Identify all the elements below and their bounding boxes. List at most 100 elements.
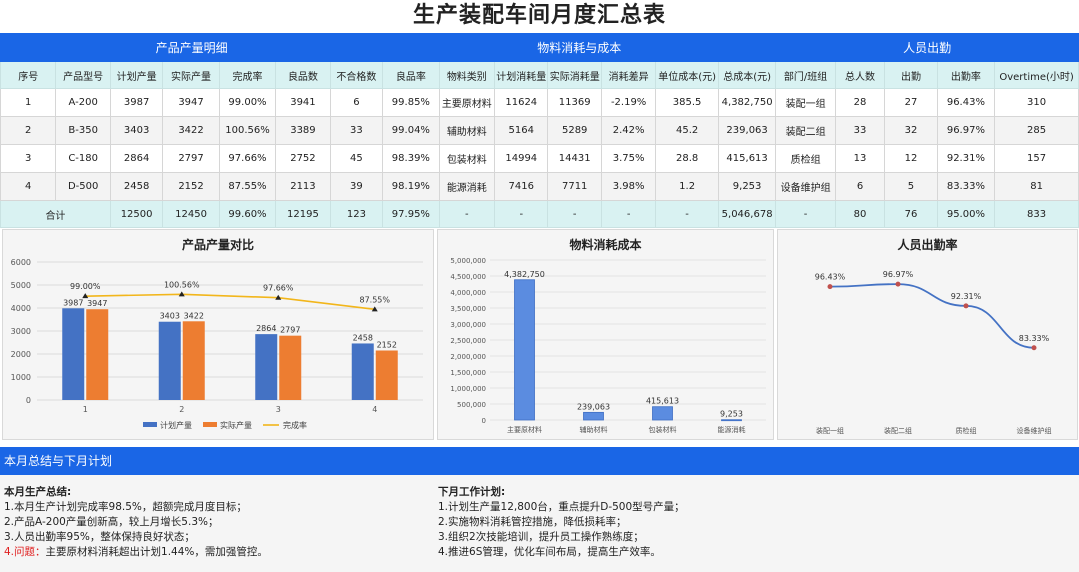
attendance-chart-panel: 人员出勤率 96.43% 装配一组 96.97% 装配二组 92.31% 质检组 83.33… [777, 229, 1078, 440]
table-cell: 83.33% [936, 172, 996, 201]
table-cell: D-500 [55, 172, 111, 201]
x-tick-label: 1 [83, 405, 88, 414]
table-cell: 87.55% [218, 172, 277, 201]
table-cell: 包装材料 [438, 144, 496, 173]
summary-title: 本月生产总结: [4, 486, 72, 498]
total-cell: 12500 [109, 200, 164, 228]
rate-marker [178, 291, 185, 297]
column-header: 总成本(元) [717, 61, 777, 89]
table-cell: 5289 [547, 116, 602, 145]
plan-line: 4.推进6S管理，优化车间布局，提高生产效率。 [438, 546, 661, 558]
column-header: 产品型号 [55, 61, 111, 89]
table-cell: 5 [884, 172, 938, 201]
table-cell: 7711 [547, 172, 602, 201]
rate-line [85, 293, 375, 311]
bar-label: 239,063 [577, 402, 610, 411]
table-cell: 1 [0, 88, 57, 117]
table-row: 1 A-200 3987 3947 99.00% 3941 6 99.85% 主要原材料 1162… [0, 88, 1079, 117]
table-cell: 99.04% [382, 116, 440, 145]
attendance-chart-title: 人员出勤率 [897, 238, 958, 252]
table-cell: 33 [834, 116, 886, 145]
table-cell: 2 [0, 116, 57, 145]
table-cell: 2458 [109, 172, 164, 201]
y-tick-label: 0 [482, 417, 486, 425]
y-tick-label: 2,000,000 [450, 353, 486, 361]
legend-swatch-planned [143, 422, 157, 427]
y-tick-label: 5,000,000 [450, 257, 486, 265]
cost-bar [514, 279, 535, 421]
legend-swatch-actual [203, 422, 217, 427]
legend-label: 计划产量 [160, 420, 192, 430]
y-tick-label: 3,500,000 [450, 305, 486, 313]
material-chart-panel: 物料消耗成本 0 500,000 1,000,000 1,500,000 2,000,0… [437, 229, 774, 440]
bar-label: 3987 [63, 298, 83, 307]
bar-label: 3403 [160, 312, 180, 321]
attendance-label: 96.97% [883, 270, 914, 279]
summary-issue: 4.问题：主要原材料消耗超出计划1.44%，需加强管控。 [4, 545, 268, 560]
table-cell: 4 [0, 172, 57, 201]
column-header: 出勤 [884, 61, 938, 89]
table-cell: 1.2 [655, 172, 719, 201]
table-cell: 45 [329, 144, 384, 173]
attendance-label: 83.33% [1019, 334, 1050, 343]
summary-line: 3.人员出勤率95%，整体保持良好状态； [4, 531, 195, 543]
material-chart: 0 500,000 1,000,000 1,500,000 2,000,000 2,500… [450, 257, 766, 434]
column-header: 实际产量 [162, 61, 220, 89]
attendance-marker [963, 303, 969, 309]
table-cell: 239,063 [717, 116, 777, 145]
table-cell: 9,253 [717, 172, 777, 201]
table-cell: 99.00% [218, 88, 277, 117]
section-attendance: 人员出勤 [775, 33, 1079, 62]
table-cell: 96.97% [936, 116, 996, 145]
production-chart-title: 产品产量对比 [181, 238, 254, 252]
total-cell: 80 [834, 200, 886, 228]
bar-label: 2458 [353, 333, 373, 342]
section-material: 物料消耗与成本 [382, 33, 777, 62]
table-cell: 3947 [162, 88, 220, 117]
header-row: 序号 产品型号 计划产量 实际产量 完成率 良品数 不合格数 良品率 物料类别 计划消耗量 实际消耗… [0, 61, 1079, 89]
section-production: 产品产量明细 [0, 33, 384, 62]
table-cell: 157 [994, 144, 1079, 173]
bar-planned [255, 334, 278, 400]
table-cell: 99.85% [382, 88, 440, 117]
table-cell: 装配二组 [775, 116, 836, 145]
table-cell: 2752 [275, 144, 331, 173]
table-cell: 3.75% [600, 144, 657, 173]
y-tick-label: 5000 [11, 281, 31, 290]
table-cell: 3403 [109, 116, 164, 145]
attendance-label: 96.43% [815, 273, 846, 282]
column-header: 计划产量 [109, 61, 164, 89]
table-cell: 2152 [162, 172, 220, 201]
table-cell: 96.43% [936, 88, 996, 117]
rate-label: 87.55% [359, 295, 390, 304]
table-cell: 12 [884, 144, 938, 173]
table-cell: 39 [329, 172, 384, 201]
bar-label: 2864 [256, 324, 276, 333]
total-cell: - [494, 200, 549, 228]
attendance-label: 92.31% [951, 292, 982, 301]
table-cell: 6 [329, 88, 384, 117]
bar-label: 2152 [377, 341, 397, 350]
x-tick-label: 包装材料 [649, 425, 677, 434]
bar-label: 4,382,750 [504, 270, 545, 279]
table-cell: 11369 [547, 88, 602, 117]
column-header: Overtime(小时) [994, 61, 1079, 89]
bar-planned [158, 321, 181, 400]
rate-marker [371, 306, 378, 312]
x-tick-label: 主要原材料 [507, 425, 542, 434]
x-tick-label: 2 [179, 405, 184, 414]
table-cell: 2864 [109, 144, 164, 173]
bar-planned [351, 343, 374, 400]
rate-label: 97.66% [263, 284, 294, 293]
column-header: 物料类别 [438, 61, 496, 89]
y-tick-label: 1,500,000 [450, 369, 486, 377]
attendance-chart: 96.43% 装配一组 96.97% 装配二组 92.31% 质检组 83.33% 设备维护组 [815, 270, 1052, 435]
bar-label: 415,613 [646, 397, 679, 406]
rate-label: 100.56% [164, 280, 200, 289]
table-cell: C-180 [55, 144, 111, 173]
notes-area: 本月生产总结: 1.本月生产计划完成率98.5%，超额完成月度目标； 2.产品A… [0, 475, 1079, 572]
table-row: 2 B-350 3403 3422 100.56% 3389 33 99.04% 辅助材料 516… [0, 116, 1079, 145]
table-cell: 100.56% [218, 116, 277, 145]
plan-line: 3.组织2次技能培训，提升员工操作熟练度； [438, 531, 644, 543]
